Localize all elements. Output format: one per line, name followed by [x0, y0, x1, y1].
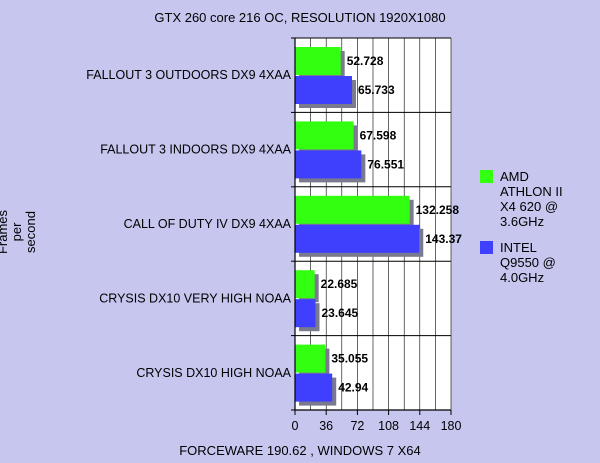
data-label: 23.645	[321, 306, 358, 320]
bar	[295, 299, 316, 328]
x-tick-label: 0	[292, 419, 299, 433]
data-label: 76.551	[367, 157, 404, 171]
x-tick-label: 180	[441, 419, 462, 433]
x-axis-title: FORCEWARE 190.62 , WINDOWS 7 X64	[179, 443, 421, 458]
bars	[295, 47, 424, 406]
legend-label: ATHLON II	[500, 184, 563, 199]
legend-label: 3.6GHz	[500, 214, 544, 229]
legend-label: Q9550 @	[500, 255, 556, 270]
bar	[295, 195, 410, 224]
legend-label: AMD	[500, 169, 529, 184]
category-label: FALLOUT 3 OUTDOORS DX9 4XAA	[86, 68, 291, 82]
data-label: 143.37	[425, 232, 462, 246]
bar	[295, 224, 420, 253]
bar	[295, 344, 326, 373]
data-label: 22.685	[321, 277, 358, 291]
y-axis-title-line: Frames	[0, 209, 10, 254]
labels: 52.728 67.598 132.258 22.685 35.055 65.733 76.…	[86, 54, 462, 433]
legend-label: 4.0GHz	[500, 270, 544, 285]
axes	[291, 37, 452, 415]
category-label: CRYSIS DX10 VERY HIGH NOAA	[99, 291, 291, 305]
bar	[295, 270, 315, 299]
legend-label: INTEL	[500, 240, 537, 255]
legend-swatch	[480, 170, 493, 183]
legend-label: X4 620 @	[500, 199, 558, 214]
bar	[295, 47, 341, 75]
chart-title: GTX 260 core 216 OC, RESOLUTION 1920X108…	[154, 10, 445, 25]
bar	[295, 373, 333, 402]
bar	[295, 121, 354, 150]
data-label: 65.733	[358, 83, 395, 97]
data-label: 132.258	[416, 203, 460, 217]
data-label: 52.728	[347, 54, 384, 68]
y-axis-title-line: second	[23, 211, 38, 253]
category-label: FALLOUT 3 INDOORS DX9 4XAA	[100, 143, 291, 157]
y-axis-title: Framespersecond	[0, 209, 38, 254]
data-label: 42.94	[338, 381, 368, 395]
bar	[295, 76, 352, 104]
legend-swatch	[480, 241, 493, 254]
y-axis-title-line: per	[9, 222, 24, 241]
category-label: CRYSIS DX10 HIGH NOAA	[136, 366, 291, 380]
x-tick-label: 144	[409, 419, 430, 433]
x-tick-label: 36	[319, 419, 333, 433]
bar	[295, 150, 362, 179]
data-label: 67.598	[360, 128, 397, 142]
data-label: 35.055	[331, 352, 368, 366]
x-tick-label: 108	[378, 419, 399, 433]
x-tick-label: 72	[350, 419, 364, 433]
category-label: CALL OF DUTY IV DX9 4XAA	[124, 217, 292, 231]
